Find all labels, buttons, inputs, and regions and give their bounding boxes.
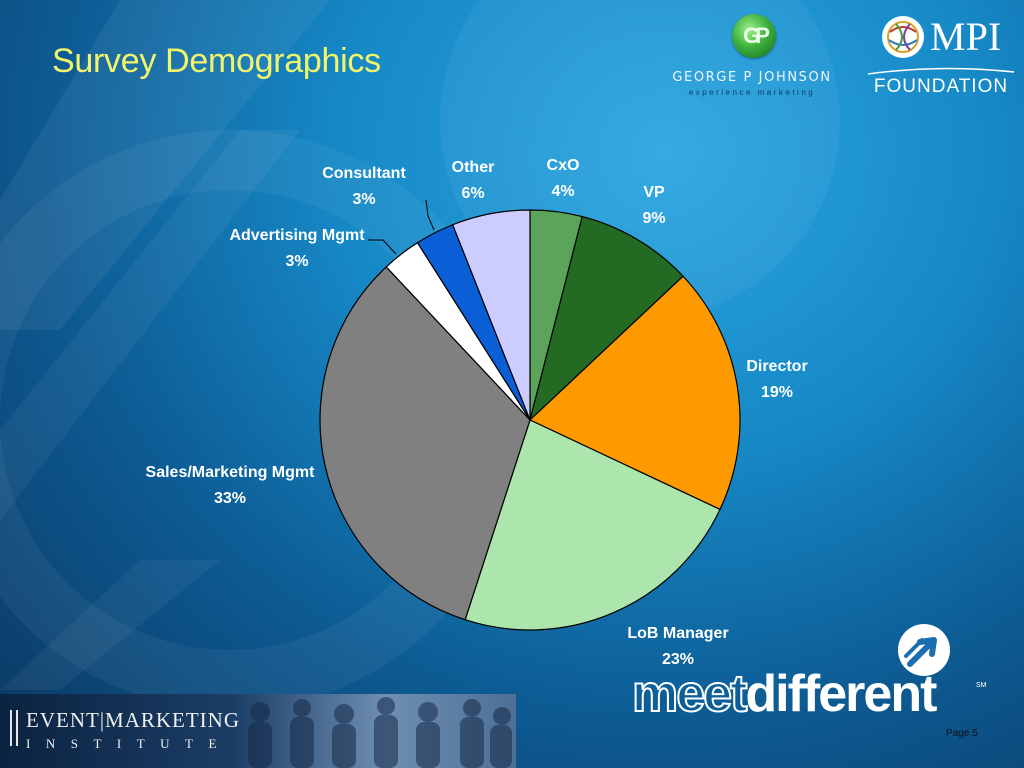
leader-line <box>425 199 435 231</box>
slide-title: Survey Demographics <box>52 42 381 80</box>
globe-icon <box>882 16 924 58</box>
slice-label: Other <box>452 159 495 176</box>
slice-label: VP <box>643 184 665 201</box>
meet-different-logo: meetdifferent SM <box>631 622 988 723</box>
slice-value-label: 23% <box>662 651 694 668</box>
gpj-logo-tagline: experience marketing <box>688 88 816 97</box>
slice-label: Consultant <box>322 165 406 182</box>
slice-label: LoB Manager <box>627 625 728 642</box>
mpi-foundation-logo: MPI FOUNDATION <box>866 12 1016 102</box>
emi-logo-line1: EVENT|MARKETING <box>26 708 241 732</box>
slice-value-label: 3% <box>352 191 375 208</box>
emi-bar-mark <box>10 710 18 746</box>
pie-slice-other <box>451 209 531 421</box>
different-word: different <box>745 665 937 723</box>
gpj-logo: GP GEORGE P JOHNSON experience marketing <box>648 14 856 100</box>
event-marketing-institute-logo: EVENT|MARKETING INSTITUTE <box>10 708 239 762</box>
arrow-circle-icon <box>898 624 950 676</box>
meet-word: meet <box>631 665 748 723</box>
leader-line <box>368 239 397 255</box>
slice-value-label: 4% <box>551 183 574 200</box>
pie-slice-lob-manager <box>464 419 721 631</box>
slice-value-label: 33% <box>214 490 246 507</box>
pie-slice-director <box>528 275 741 511</box>
pie-slice-sales-marketing-mgmt <box>319 266 531 621</box>
slice-label: Director <box>746 358 807 375</box>
page-number: Page 5 <box>946 728 978 739</box>
pie-slice-vp <box>528 215 684 422</box>
mpi-logo-foundation: FOUNDATION <box>873 76 1009 97</box>
slice-label: Sales/Marketing Mgmt <box>146 464 316 481</box>
slice-label: Advertising Mgmt <box>229 227 365 244</box>
mpi-swoosh-decoration <box>867 67 1015 75</box>
mpi-logo-name: MPI <box>930 14 1002 59</box>
slice-value-label: 3% <box>285 253 308 270</box>
service-mark: SM <box>976 682 987 689</box>
crowd-image <box>248 697 512 768</box>
gpj-monogram-icon: GP <box>732 14 776 58</box>
gpj-logo-name: GEORGE P JOHNSON <box>672 70 832 85</box>
meet-different-wordmark: meetdifferent <box>631 665 937 723</box>
slice-label: CxO <box>547 157 580 174</box>
slice-value-label: 9% <box>642 210 665 227</box>
emi-logo-line2: INSTITUTE <box>26 736 232 751</box>
bottom-banner: EVENT|MARKETING INSTITUTE <box>0 694 516 768</box>
slice-value-label: 6% <box>461 185 484 202</box>
pie-chart: CxO 4% VP 9% Director 19% LoB Manager 23% Sales/… <box>146 157 807 668</box>
slice-value-label: 19% <box>761 384 793 401</box>
